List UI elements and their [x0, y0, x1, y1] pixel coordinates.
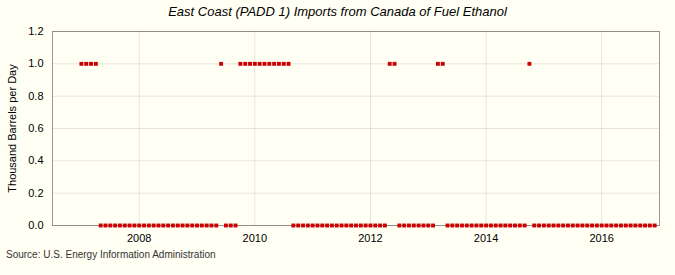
svg-text:1.2: 1.2 — [28, 25, 43, 37]
html-text:East Coast (PADD 1) Imports fr: East Coast (PADD 1) Imports from Canada … — [168, 4, 507, 19]
svg-text:2012: 2012 — [358, 232, 382, 244]
html-text:Source: U.S. Energy Informatio: Source: U.S. Energy Information Administ… — [6, 249, 216, 260]
svg-text:2010: 2010 — [243, 232, 267, 244]
svg-text:0.4: 0.4 — [28, 154, 43, 166]
svg-text:2008: 2008 — [127, 232, 151, 244]
svg-text:0.2: 0.2 — [28, 187, 43, 199]
svg-text:1.0: 1.0 — [28, 57, 43, 69]
svg-text:Thousand Barrels per Day: Thousand Barrels per Day — [6, 64, 18, 193]
svg-text:2016: 2016 — [589, 232, 613, 244]
svg-text:0.0: 0.0 — [28, 219, 43, 231]
svg-text:2014: 2014 — [474, 232, 498, 244]
svg-text:0.6: 0.6 — [28, 122, 43, 134]
svg-text:0.8: 0.8 — [28, 90, 43, 102]
